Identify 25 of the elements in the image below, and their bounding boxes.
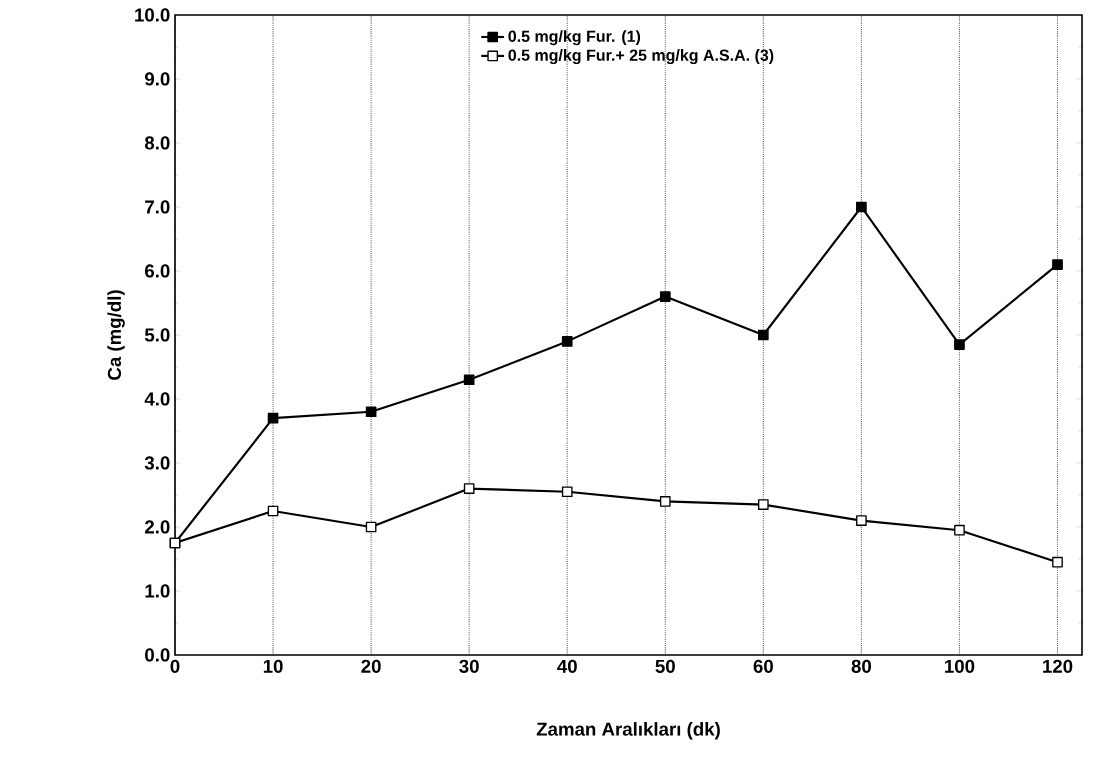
x-tick-label: 120	[1043, 659, 1073, 673]
x-tick-label: 20	[361, 659, 381, 673]
x-tick-label: 30	[459, 659, 479, 673]
x-tick-label: 80	[851, 659, 872, 673]
x-tick-label: 50	[655, 659, 675, 673]
y-tick-label: 5.0	[144, 328, 170, 342]
y-tick-label: 7.0	[145, 200, 170, 214]
y-tick-label: 10.0	[135, 8, 170, 22]
x-tick-label: 60	[753, 659, 773, 673]
x-tick-label: 10	[263, 659, 283, 673]
y-tick-label: 4.0	[144, 392, 170, 406]
x-tick-label: 0	[170, 659, 180, 673]
y-tick-label: 2.0	[145, 520, 170, 534]
y-axis-title: Ca (mg/dl)	[107, 290, 125, 380]
x-tick-label: 100	[945, 659, 975, 673]
y-tick-label: 1.0	[145, 584, 170, 598]
x-tick-label: 40	[557, 659, 577, 673]
x-axis-title: Zaman Aralıkları (dk)	[536, 722, 720, 740]
y-tick-label: 3.0	[144, 456, 170, 470]
y-tick-label: 6.0	[145, 264, 170, 278]
y-tick-label: 8.0	[144, 136, 170, 150]
y-tick-label: 0.0	[145, 648, 170, 662]
legend-label: 0.5 mg/kg Fur. (1)	[508, 30, 641, 46]
y-tick-label: 9.0	[145, 72, 170, 86]
legend-label: 0.5 mg/kg Fur.+ 25 mg/kg A.S.A. (3)	[508, 49, 774, 65]
